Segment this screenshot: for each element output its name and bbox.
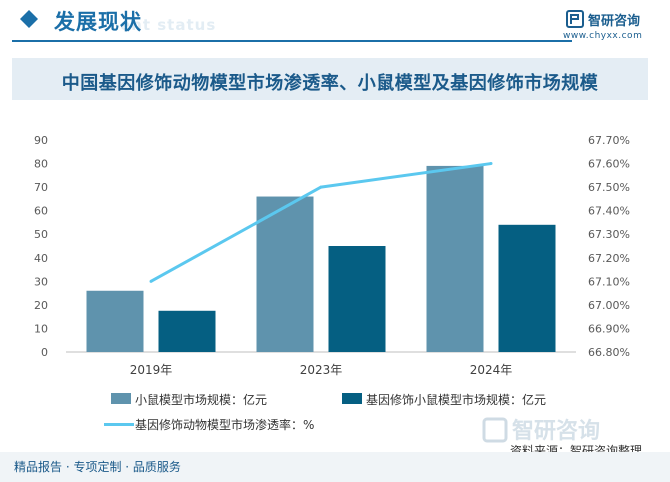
y-left-tick-label: 80	[34, 158, 48, 171]
section-header: ent status 发展现状 智研咨询 www.chyxx.com	[0, 0, 670, 44]
combo-chart: 0 10 20 30 40 50 60 70 80 90 66.80% 66.90% 67.00% 67.…	[34, 134, 630, 377]
y-right-tick-label: 66.80%	[588, 346, 630, 359]
watermark-logo: 智研咨询	[482, 417, 600, 444]
x-tick-label: 2019年	[130, 363, 173, 377]
legend-label-gene-modified-mouse: 基因修饰小鼠模型市场规模：亿元	[366, 393, 547, 407]
watermark-logo-text: 智研咨询	[512, 418, 600, 444]
logo-url: www.chyxx.com	[563, 31, 643, 41]
line-point	[319, 185, 323, 189]
bar-1	[426, 165, 484, 352]
y-right-tick-label: 67.50%	[588, 181, 630, 194]
logo-name: 智研咨询	[588, 14, 641, 29]
header-ghost-text: ent status	[120, 16, 217, 34]
diamond-icon	[20, 10, 38, 28]
bar-2	[158, 310, 216, 352]
legend-swatch-penetration-rate	[104, 423, 134, 426]
y-left-tick-label: 90	[34, 134, 48, 147]
x-tick-label: 2023年	[300, 363, 343, 377]
chart-title: 中国基因修饰动物模型市场渗透率、小鼠模型及基因修饰市场规模	[61, 73, 599, 94]
y-left-tick-label: 10	[34, 322, 48, 335]
y-left-tick-label: 40	[34, 252, 48, 265]
y-right-tick-label: 67.60%	[588, 158, 630, 171]
y-right-tick-label: 66.90%	[588, 322, 630, 335]
y-right-tick-label: 67.70%	[588, 134, 630, 147]
footer-slogan: 精品报告 · 专项定制 · 品质服务	[14, 460, 181, 474]
legend-label-penetration-rate: 基因修饰动物模型市场渗透率：%	[135, 418, 315, 432]
bar-2	[498, 224, 556, 352]
y-right-tick-label: 67.00%	[588, 299, 630, 312]
legend-swatch-mouse-model	[111, 393, 131, 404]
y-left-tick-label: 70	[34, 181, 48, 194]
y-right-tick-label: 67.20%	[588, 252, 630, 265]
y-right-tick-label: 67.30%	[588, 228, 630, 241]
legend-label-mouse-model: 小鼠模型市场规模：亿元	[135, 393, 268, 407]
y-left-tick-label: 20	[34, 299, 48, 312]
y-right-tick-label: 67.10%	[588, 275, 630, 288]
bar-1	[86, 290, 144, 352]
bar-1	[256, 196, 314, 352]
section-title: 发展现状	[54, 10, 142, 34]
y-left-tick-label: 60	[34, 205, 48, 218]
logo-icon	[566, 10, 584, 28]
y-left-tick-label: 0	[41, 346, 48, 359]
chart-title-band: 中国基因修饰动物模型市场渗透率、小鼠模型及基因修饰市场规模	[12, 58, 648, 100]
footer-bar: 精品报告 · 专项定制 · 品质服务	[0, 452, 670, 482]
legend-swatch-gene-modified-mouse	[342, 393, 362, 404]
y-left-tick-label: 30	[34, 275, 48, 288]
line-point	[489, 162, 493, 166]
x-tick-label: 2024年	[470, 363, 513, 377]
header-divider	[12, 40, 572, 42]
y-left-tick-label: 50	[34, 228, 48, 241]
y-right-tick-label: 67.40%	[588, 205, 630, 218]
line-point	[149, 279, 153, 283]
bar-2	[328, 246, 386, 352]
